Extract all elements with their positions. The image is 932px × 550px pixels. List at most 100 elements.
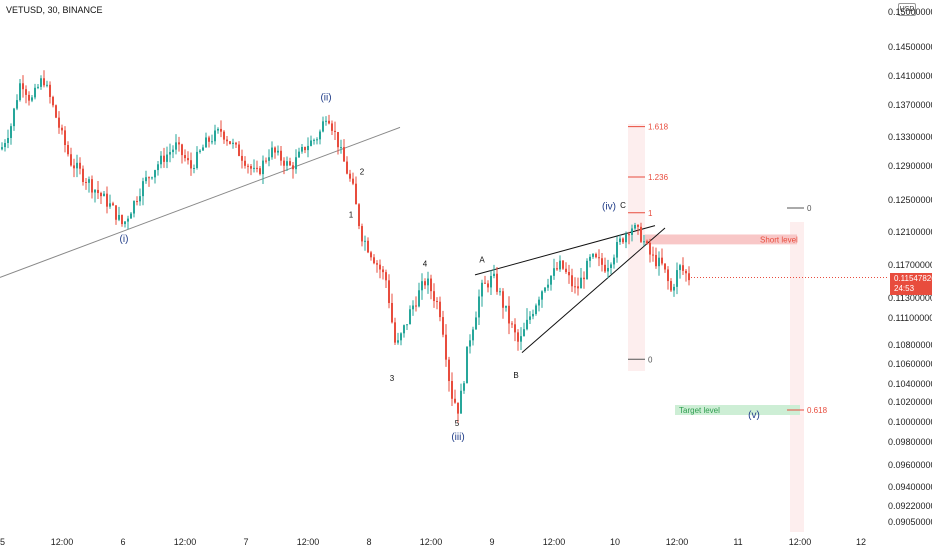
price-tick-label: 0.13700000 bbox=[888, 100, 932, 110]
candle-body bbox=[76, 162, 78, 169]
candle-body bbox=[271, 147, 273, 158]
price-tick-label: 0.09800000 bbox=[888, 437, 932, 447]
time-tick-label: 9 bbox=[489, 537, 494, 547]
fib-layer: 1.618 1.236 1 0 0 0.618 bbox=[628, 123, 828, 415]
candle-body bbox=[436, 301, 438, 303]
time-tick-label: 6 bbox=[120, 537, 125, 547]
candle-body bbox=[124, 221, 126, 225]
candle-body bbox=[580, 277, 582, 289]
candle-body bbox=[553, 268, 555, 276]
candle-body bbox=[322, 121, 324, 132]
candle-body bbox=[496, 273, 498, 292]
candle-body bbox=[331, 123, 333, 131]
candle-body bbox=[649, 242, 651, 255]
candle-body bbox=[145, 177, 147, 182]
candle-body bbox=[532, 313, 534, 317]
candle-body bbox=[457, 402, 459, 414]
candle-body bbox=[508, 305, 510, 324]
candle-body bbox=[148, 177, 150, 179]
candle-body bbox=[640, 226, 642, 242]
target-level-zone bbox=[675, 405, 800, 415]
candle-body bbox=[328, 120, 330, 124]
candle-body bbox=[439, 301, 441, 318]
candle-body bbox=[163, 155, 165, 162]
candle-body bbox=[541, 291, 543, 300]
candle-body bbox=[616, 241, 618, 258]
candle-body bbox=[373, 257, 375, 264]
candle-body bbox=[676, 270, 678, 287]
price-tick-label: 0.14100000 bbox=[888, 71, 932, 81]
price-tick-label: 0.11100000 bbox=[888, 313, 932, 323]
candle-body bbox=[484, 282, 486, 284]
candle-body bbox=[451, 381, 453, 399]
candle-body bbox=[514, 324, 516, 333]
candle-body bbox=[535, 305, 537, 314]
candle-body bbox=[577, 286, 579, 289]
candle-body bbox=[7, 137, 9, 144]
candle-body bbox=[280, 150, 282, 161]
candle-body bbox=[223, 131, 225, 140]
candle-body bbox=[298, 151, 300, 158]
candle-body bbox=[490, 276, 492, 288]
time-tick-label: 12:00 bbox=[420, 537, 443, 547]
candle-body bbox=[253, 167, 255, 169]
candle-body bbox=[619, 238, 621, 242]
candle-body bbox=[160, 155, 162, 165]
candle-body bbox=[517, 332, 519, 342]
candle-body bbox=[547, 284, 549, 288]
currency-button[interactable]: USD bbox=[898, 3, 916, 16]
candle-body bbox=[199, 150, 201, 152]
candle-body bbox=[115, 205, 117, 220]
candle-body bbox=[40, 78, 42, 87]
candle-body bbox=[316, 139, 318, 141]
candle-body bbox=[499, 291, 501, 293]
price-tick-label: 0.14500000 bbox=[888, 42, 932, 52]
wave-label-B: B bbox=[513, 371, 518, 380]
fib-label-1: 1 bbox=[648, 209, 653, 218]
time-tick-label: 12:00 bbox=[543, 537, 566, 547]
candle-body bbox=[409, 309, 411, 325]
candle-body bbox=[31, 97, 33, 101]
wedge-lower bbox=[521, 227, 666, 353]
candle-body bbox=[166, 154, 168, 162]
candle-body bbox=[178, 142, 180, 145]
candle-body bbox=[424, 281, 426, 286]
candle-body bbox=[307, 145, 309, 151]
candle-body bbox=[25, 89, 27, 95]
candle-body bbox=[613, 257, 615, 265]
price-tick-label: 0.10200000 bbox=[888, 397, 932, 407]
candle-body bbox=[82, 168, 84, 182]
candle-body bbox=[319, 131, 321, 140]
candle-body bbox=[364, 240, 366, 242]
candle-body bbox=[628, 234, 630, 236]
candle-body bbox=[79, 162, 81, 169]
candle-body bbox=[118, 214, 120, 220]
candle-body bbox=[391, 303, 393, 323]
fib-label-1.618: 1.618 bbox=[648, 123, 669, 132]
candle-body bbox=[91, 179, 93, 193]
candle-body bbox=[154, 170, 156, 178]
wave-label-3: 3 bbox=[390, 374, 395, 383]
candle-body bbox=[37, 86, 39, 88]
candle-body bbox=[256, 167, 258, 169]
candle-body bbox=[631, 228, 633, 235]
candle-body bbox=[622, 238, 624, 243]
candle-body bbox=[625, 234, 627, 243]
candle-body bbox=[187, 158, 189, 161]
candle-body bbox=[343, 147, 345, 162]
chart-title: VETUSD, 30, BINANCE bbox=[6, 5, 103, 15]
candle-body bbox=[157, 164, 159, 171]
candle-body bbox=[562, 260, 564, 269]
time-tick-label: 12:00 bbox=[666, 537, 689, 547]
candle-body bbox=[685, 270, 687, 274]
candle-body bbox=[283, 160, 285, 166]
price-tick-label: 0.10800000 bbox=[888, 340, 932, 350]
candle-body bbox=[493, 273, 495, 277]
candle-body bbox=[427, 278, 429, 286]
candle-body bbox=[682, 265, 684, 271]
candle-body bbox=[388, 280, 390, 304]
candle-body bbox=[664, 263, 666, 270]
price-tick-label: 0.10600000 bbox=[888, 359, 932, 369]
candle-body bbox=[523, 329, 525, 337]
